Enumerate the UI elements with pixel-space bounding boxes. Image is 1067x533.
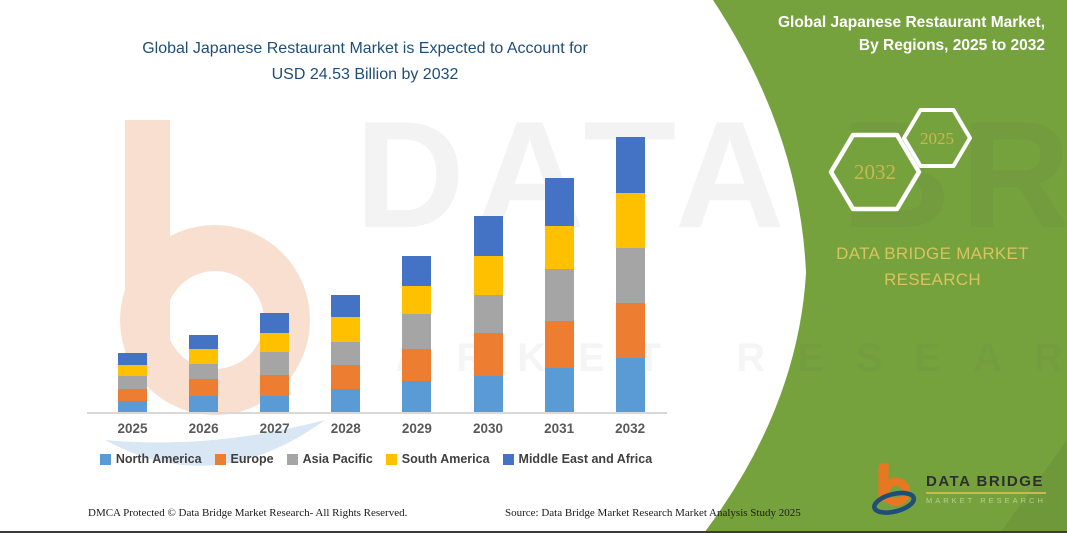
stacked-bar-2031: [544, 178, 574, 413]
legend-swatch: [286, 453, 298, 465]
bar-segment-middle-east-and-africa: [473, 216, 503, 256]
bar-segment-middle-east-and-africa: [544, 178, 574, 226]
bar-segment-north-america: [260, 396, 290, 413]
stacked-bar-2025: [118, 353, 147, 413]
stacked-bar-2026: [189, 335, 219, 413]
bar-segment-europe: [260, 375, 290, 396]
bar-segment-asia-pacific: [189, 364, 219, 379]
x-axis-label: 2027: [259, 421, 290, 436]
x-axis-label: 2031: [544, 421, 575, 436]
x-axis-labels: 2025 2026 2027 2028 2029 2030 2031 2032: [90, 421, 665, 441]
legend-swatch: [214, 453, 226, 465]
logo-text-block: DATA BRIDGE MARKET RESEARCH: [926, 473, 1046, 505]
stacked-bar-2030: [473, 216, 503, 413]
logo-divider: [926, 492, 1046, 494]
legend-swatch: [99, 453, 111, 465]
bar-segment-south-america: [615, 193, 645, 248]
legend-item-asia-pacific: Asia Pacific: [286, 452, 373, 466]
bar-segment-asia-pacific: [118, 376, 147, 389]
chart-title-line2: USD 24.53 Billion by 2032: [271, 66, 459, 83]
legend-label: Europe: [230, 452, 274, 466]
bar-segment-asia-pacific: [473, 295, 503, 333]
bar-segment-north-america: [544, 368, 574, 413]
legend-label: North America: [115, 452, 202, 466]
legend-label: Asia Pacific: [302, 452, 373, 466]
bar-segment-south-america: [189, 349, 219, 364]
hexagon-front-year-label: 2025: [920, 129, 954, 148]
bar-segment-europe: [615, 303, 645, 358]
x-axis-line: [87, 412, 667, 414]
footer-source-text: Source: Data Bridge Market Research Mark…: [505, 507, 801, 519]
bar-segment-south-america: [402, 286, 432, 315]
legend-item-south-america: South America: [385, 452, 490, 466]
hexagon-2025: 2025: [902, 108, 972, 168]
bar-segment-middle-east-and-africa: [615, 137, 645, 193]
year-hexagons: 2025 2032: [828, 108, 972, 212]
bar-segment-north-america: [189, 396, 219, 413]
chart-title: Global Japanese Restaurant Market is Exp…: [85, 36, 645, 88]
legend-item-europe: Europe: [214, 452, 274, 466]
bar-segment-south-america: [544, 226, 574, 269]
bar-segment-south-america: [473, 256, 503, 295]
legend-label: Middle East and Africa: [518, 452, 653, 466]
legend-swatch: [502, 453, 514, 465]
side-panel-title: Global Japanese Restaurant Market, By Re…: [710, 11, 1045, 57]
stacked-bar-2032: [615, 137, 645, 413]
bar-segment-south-america: [260, 333, 290, 353]
side-panel-title-line1: Global Japanese Restaurant Market,: [777, 14, 1045, 31]
bar-segment-north-america: [473, 376, 503, 413]
x-axis-label: 2030: [472, 421, 504, 436]
bar-segment-middle-east-and-africa: [402, 256, 432, 287]
legend-item-north-america: North America: [99, 452, 202, 466]
footer-dmca-text: DMCA Protected © Data Bridge Market Rese…: [88, 507, 408, 519]
bar-segment-europe: [189, 379, 219, 396]
bar-segment-asia-pacific: [544, 269, 574, 321]
logo-subtitle: MARKET RESEARCH: [926, 495, 1046, 505]
chart-legend: North America Europe Asia Pacific South Ame…: [80, 452, 672, 466]
bar-segment-south-america: [118, 365, 147, 376]
side-panel-title-line2: By Regions, 2025 to 2032: [858, 37, 1045, 54]
hexagon-2032: 2032: [828, 132, 922, 212]
x-axis-label: 2032: [615, 421, 646, 436]
bar-segment-asia-pacific: [331, 342, 361, 365]
hexagon-back-year-label: 2032: [854, 160, 896, 184]
bar-segment-asia-pacific: [402, 314, 432, 350]
x-axis-label: 2029: [401, 421, 432, 436]
bar-segment-middle-east-and-africa: [189, 335, 219, 349]
stacked-bar-2028: [331, 295, 361, 413]
bar-segment-asia-pacific: [260, 352, 290, 375]
bar-segment-south-america: [331, 317, 361, 343]
bar-segment-europe: [118, 389, 147, 401]
stacked-bar-2029: [402, 256, 432, 413]
stacked-bar-2027: [260, 313, 290, 413]
bar-segment-north-america: [402, 381, 432, 413]
plot-area: [90, 130, 665, 413]
bar-segment-north-america: [615, 358, 645, 413]
bar-segment-middle-east-and-africa: [331, 295, 361, 318]
x-axis-label: 2025: [117, 421, 148, 436]
x-axis-label: 2026: [188, 421, 219, 436]
bar-segment-north-america: [331, 389, 361, 413]
bar-segment-middle-east-and-africa: [118, 353, 147, 365]
chart-title-line1: Global Japanese Restaurant Market is Exp…: [142, 40, 588, 57]
company-logo: DATA BRIDGE MARKET RESEARCH: [872, 460, 1047, 518]
legend-label: South America: [401, 452, 490, 466]
data-bridge-logo-icon: [872, 463, 917, 515]
legend-swatch: [385, 453, 397, 465]
x-axis-label: 2028: [330, 421, 361, 436]
logo-title: DATA BRIDGE: [926, 473, 1044, 491]
bar-segment-europe: [402, 349, 432, 382]
bar-segment-europe: [544, 321, 574, 368]
bar-segment-asia-pacific: [615, 248, 645, 303]
bar-segment-middle-east-and-africa: [260, 313, 290, 334]
bar-segment-europe: [473, 333, 503, 376]
bar-segment-europe: [331, 365, 361, 389]
legend-item-middle-east-and-africa: Middle East and Africa: [502, 452, 653, 466]
brand-caption: DATA BRIDGE MARKET RESEARCH: [836, 244, 1029, 289]
